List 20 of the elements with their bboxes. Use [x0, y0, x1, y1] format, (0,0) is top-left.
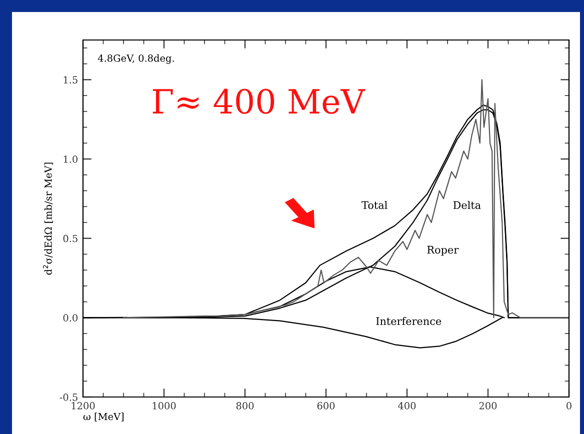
x-axis-title: ω [MeV] [83, 412, 124, 422]
y-tick-label: 1.5 [64, 76, 78, 84]
y-tick-label: -0.5 [60, 393, 78, 401]
x-tick-label: 1000 [152, 402, 176, 410]
y-tick-label: 0.5 [63, 234, 78, 242]
annotation: Γ≈ 400 MeV [152, 88, 366, 114]
series-label: Total [362, 200, 388, 210]
x-tick-label: 400 [398, 402, 416, 410]
x-tick-label: 0 [566, 402, 572, 410]
x-tick-label: 800 [236, 402, 254, 410]
series-label: Interference [376, 316, 442, 326]
text: Roper [427, 246, 459, 256]
x-tick-label: 200 [479, 402, 497, 410]
y-axis-title: d$^{2}$σ/dEdΩ [mb/sr MeV] [42, 162, 54, 275]
y-tick-label: 0.0 [63, 314, 78, 322]
x-tick-label: 600 [317, 402, 335, 410]
annotation: 4.8GeV, 0.8deg. [98, 54, 174, 64]
x-tick-label: 1200 [72, 402, 95, 410]
text: Delta [453, 200, 481, 210]
y-tick-label: 1.0 [64, 155, 78, 163]
